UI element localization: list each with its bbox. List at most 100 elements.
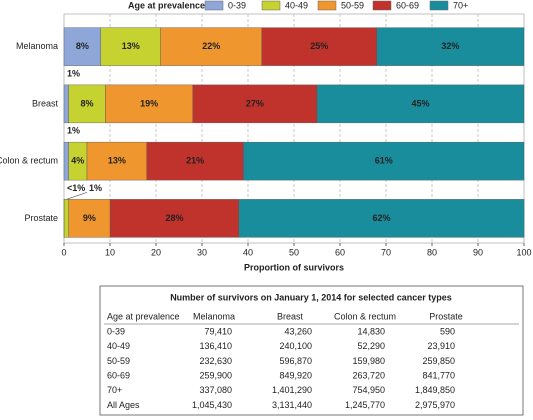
x-axis-label: Proportion of survivors [244, 262, 344, 272]
table-header: Colon & rectum [334, 311, 396, 321]
x-tick-label: 70 [381, 247, 391, 257]
table-cell: 1,045,430 [192, 400, 232, 410]
table-cell: 259,900 [199, 370, 232, 380]
table-cell: 43,260 [284, 326, 312, 336]
table-header: Prostate [429, 311, 463, 321]
bar-segment [63, 84, 69, 124]
value-label: 13% [122, 41, 140, 51]
value-label: 22% [202, 41, 220, 51]
table-cell: 159,980 [352, 356, 385, 366]
y-tick-label: Breast [32, 98, 59, 108]
legend-label: 70+ [453, 0, 468, 10]
legend-label: 0-39 [228, 0, 246, 10]
table-cell: 849,920 [279, 370, 312, 380]
table-cell: 79,410 [204, 326, 232, 336]
table-title: Number of survivors on January 1, 2014 f… [170, 292, 452, 302]
table-cell: 1,401,290 [272, 385, 312, 395]
value-label: 13% [108, 156, 126, 166]
bar-segment [146, 141, 244, 181]
legend-swatch [372, 0, 392, 11]
table-cell: 263,720 [352, 370, 385, 380]
legend-label: 50-59 [341, 0, 364, 10]
bar-segment [192, 84, 318, 124]
legend-swatch [204, 0, 224, 11]
leader-line [66, 192, 88, 200]
table-cell: 240,100 [279, 341, 312, 351]
legend-swatch [429, 0, 449, 11]
table-cell: 50-59 [107, 356, 130, 366]
value-label: 1% [67, 126, 80, 136]
value-label: 8% [80, 98, 93, 108]
value-label: 45% [411, 98, 429, 108]
value-label: 62% [372, 213, 390, 223]
value-label: 4% [71, 156, 84, 166]
bar-segment [63, 27, 101, 66]
value-label: 8% [76, 41, 89, 51]
x-tick-label: 0 [61, 247, 66, 257]
table-cell: 259,850 [422, 356, 455, 366]
x-tick-label: 10 [105, 247, 115, 257]
x-tick-label: 30 [197, 247, 207, 257]
value-label: 1% [67, 68, 80, 78]
value-label: 25% [310, 41, 328, 51]
table-cell: 60-69 [107, 370, 130, 380]
bar-segment [100, 27, 161, 66]
table-cell: 52,290 [357, 341, 385, 351]
table-cell: 596,870 [279, 356, 312, 366]
legend-label: 60-69 [396, 0, 419, 10]
table-cell: 14,830 [357, 326, 385, 336]
x-tick-label: 90 [473, 247, 483, 257]
table-box [99, 285, 524, 416]
table-cell: 232,630 [199, 356, 232, 366]
legend-swatch [317, 0, 337, 11]
bar-segment [105, 84, 194, 124]
x-tick-label: 100 [516, 247, 531, 257]
table-cell: 70+ [107, 385, 122, 395]
bar-segment [376, 27, 525, 66]
x-tick-label: 20 [151, 247, 161, 257]
bar-segment [63, 199, 69, 238]
bar-segment [68, 199, 111, 238]
table-cell: 1,849,850 [415, 385, 455, 395]
y-tick-label: Colon & rectum [0, 156, 58, 166]
table-header: Breast [277, 311, 304, 321]
value-label: 27% [246, 98, 264, 108]
legend-title: Age at prevalence [128, 0, 205, 10]
bar-segment [68, 84, 106, 124]
value-label: <1% [67, 183, 85, 193]
value-label: 32% [441, 41, 459, 51]
value-label: 61% [375, 156, 393, 166]
value-label: 28% [165, 213, 183, 223]
value-label: 21% [186, 156, 204, 166]
table-cell: 136,410 [199, 341, 232, 351]
table-cell: 0-39 [107, 326, 125, 336]
table-cell: 40-49 [107, 341, 130, 351]
y-tick-label: Prostate [24, 213, 58, 223]
table-cell: 2,975,970 [415, 400, 455, 410]
bar-segment [316, 84, 525, 124]
value-label: 1% [89, 183, 102, 193]
x-tick-label: 80 [427, 247, 437, 257]
x-tick-label: 60 [335, 247, 345, 257]
table-header: Age at prevalence [107, 311, 180, 321]
table-header: Melanoma [193, 311, 235, 321]
value-label: 19% [140, 98, 158, 108]
x-tick-label: 40 [243, 247, 253, 257]
bar-segment [86, 141, 147, 181]
table-cell: All Ages [107, 400, 140, 410]
table-cell: 337,080 [199, 385, 232, 395]
table-cell: 23,910 [427, 341, 455, 351]
bar-segment [160, 27, 263, 66]
table-cell: 590 [440, 326, 455, 336]
bar-segment [243, 141, 525, 181]
table-cell: 841,770 [422, 370, 455, 380]
value-label: 9% [83, 213, 96, 223]
bar-segment [238, 199, 525, 238]
table-cell: 754,950 [352, 385, 385, 395]
x-tick-label: 50 [289, 247, 299, 257]
legend-swatch [261, 0, 281, 11]
table-cell: 3,131,440 [272, 400, 312, 410]
y-tick-label: Melanoma [16, 41, 58, 51]
bar-segment [63, 141, 69, 181]
